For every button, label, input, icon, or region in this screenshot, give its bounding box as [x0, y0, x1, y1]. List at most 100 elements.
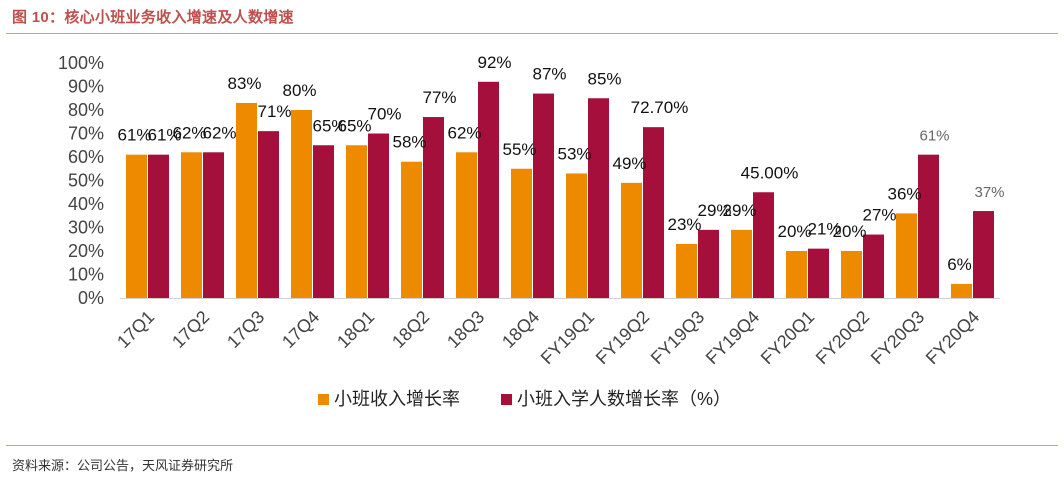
data-label-income: 36% [887, 184, 921, 203]
data-label-enrollment: 37% [974, 184, 1004, 201]
data-label-income: 61% [117, 126, 151, 145]
series-enrollment-growth [148, 81, 994, 298]
x-tick-label: FY19Q3 [647, 307, 709, 369]
data-label-income: 53% [557, 144, 591, 163]
bar-enrollment-17Q4 [313, 145, 334, 298]
legend-label-enrollment: 小班入学人数增长率（%） [517, 389, 731, 409]
data-label-enrollment: 70% [367, 105, 401, 124]
figure-title: 图 10：核心小班业务收入增速及人数增速 [12, 9, 294, 26]
bar-enrollment-FY20Q2 [863, 234, 884, 298]
bar-income-FY19Q1 [566, 173, 587, 298]
y-tick-label: 30% [68, 218, 104, 238]
bar-income-FY20Q3 [896, 213, 917, 298]
x-tick-label: 17Q3 [223, 307, 268, 352]
bar-income-17Q3 [236, 102, 257, 298]
x-tick-label: 18Q2 [388, 307, 433, 352]
data-label-income: 6% [947, 255, 972, 274]
bar-enrollment-18Q2 [423, 117, 444, 298]
series-income-growth [126, 102, 972, 298]
bar-enrollment-17Q1 [148, 154, 169, 298]
x-axis: 17Q1 17Q2 17Q3 17Q4 18Q1 18Q2 18Q3 18Q4FY19Q1FY… [113, 307, 983, 369]
data-label-enrollment: 77% [422, 88, 456, 107]
data-label-income: 58% [392, 133, 426, 152]
y-tick-label: 60% [68, 147, 104, 167]
data-label-enrollment: 27% [862, 206, 896, 225]
data-label-enrollment: 85% [587, 69, 621, 88]
data-label-enrollment: 92% [477, 53, 511, 72]
bar-enrollment-17Q3 [258, 131, 279, 298]
data-label-income: 20% [832, 222, 866, 241]
bar-income-18Q4 [511, 168, 532, 298]
bar-enrollment-FY19Q2 [643, 127, 664, 298]
bar-income-FY19Q4 [731, 229, 752, 298]
top-rule [6, 33, 1058, 34]
bar-income-18Q3 [456, 152, 477, 298]
bar-income-17Q2 [181, 152, 202, 298]
data-label-income: 55% [502, 140, 536, 159]
bar-income-FY20Q4 [951, 283, 972, 298]
bar-income-17Q1 [126, 154, 147, 298]
x-tick-label: 18Q3 [443, 307, 488, 352]
x-tick-label: FY20Q1 [757, 307, 819, 369]
data-labels: 61%61%62%62%83%71%80%65%65%70%58%77%62%9… [117, 53, 1004, 274]
bar-enrollment-18Q3 [478, 81, 499, 298]
data-label-income: 83% [227, 74, 261, 93]
data-label-income: 80% [282, 81, 316, 100]
data-label-enrollment: 21% [807, 220, 841, 239]
y-tick-label: 100% [58, 53, 104, 73]
legend-swatch-income [318, 394, 329, 405]
y-tick-label: 0% [78, 288, 104, 308]
data-label-income: 62% [172, 123, 206, 142]
x-tick-label: 18Q1 [333, 307, 378, 352]
data-label-enrollment: 62% [202, 123, 236, 142]
bar-income-17Q4 [291, 110, 312, 298]
data-label-income: 49% [612, 154, 646, 173]
data-label-enrollment: 72.70% [631, 98, 689, 117]
data-label-income: 20% [777, 222, 811, 241]
data-label-enrollment: 61% [919, 128, 949, 145]
legend-swatch-enrollment [501, 394, 512, 405]
bar-income-18Q2 [401, 161, 422, 298]
data-label-income: 65% [337, 116, 371, 135]
y-tick-label: 40% [68, 194, 104, 214]
bar-enrollment-18Q1 [368, 133, 389, 298]
bar-enrollment-FY20Q3 [918, 154, 939, 298]
data-label-income: 29% [722, 201, 756, 220]
x-tick-label: 17Q2 [168, 307, 213, 352]
data-label-enrollment: 71% [257, 102, 291, 121]
bottom-rule [6, 445, 1058, 446]
bar-enrollment-FY19Q1 [588, 98, 609, 298]
data-label-income: 23% [667, 215, 701, 234]
bar-enrollment-18Q4 [533, 93, 554, 298]
bar-chart: 0%10%20%30%40%50%60%70%80%90%100% 61%61%… [58, 53, 1005, 409]
legend-label-income: 小班收入增长率 [334, 389, 460, 409]
bar-income-18Q1 [346, 145, 367, 298]
data-label-enrollment: 61% [147, 126, 181, 145]
bar-income-FY19Q3 [676, 243, 697, 298]
bar-enrollment-FY20Q1 [808, 248, 829, 298]
data-label-enrollment: 29% [697, 201, 731, 220]
x-tick-label: FY20Q4 [922, 307, 984, 369]
bar-enrollment-FY19Q3 [698, 229, 719, 298]
y-tick-label: 20% [68, 241, 104, 261]
source-note: 资料来源：公司公告，天风证券研究所 [12, 458, 234, 473]
x-tick-label: FY19Q4 [702, 307, 764, 369]
bar-income-FY20Q1 [786, 251, 807, 298]
x-tick-label: FY19Q2 [592, 307, 654, 369]
bar-income-FY20Q2 [841, 251, 862, 298]
x-tick-label: FY20Q3 [867, 307, 929, 369]
x-tick-label: 18Q4 [498, 307, 543, 352]
x-tick-label: FY20Q2 [812, 307, 874, 369]
y-tick-label: 70% [68, 124, 104, 144]
y-tick-label: 10% [68, 265, 104, 285]
y-tick-label: 50% [68, 171, 104, 191]
x-tick-label: 17Q4 [278, 307, 323, 352]
x-tick-label: 17Q1 [113, 307, 158, 352]
bar-income-FY19Q2 [621, 182, 642, 298]
y-tick-label: 90% [68, 77, 104, 97]
bar-enrollment-17Q2 [203, 152, 224, 298]
bar-enrollment-FY19Q4 [753, 192, 774, 298]
data-label-enrollment: 45.00% [741, 163, 799, 182]
y-tick-label: 80% [68, 100, 104, 120]
data-label-enrollment: 65% [312, 116, 346, 135]
